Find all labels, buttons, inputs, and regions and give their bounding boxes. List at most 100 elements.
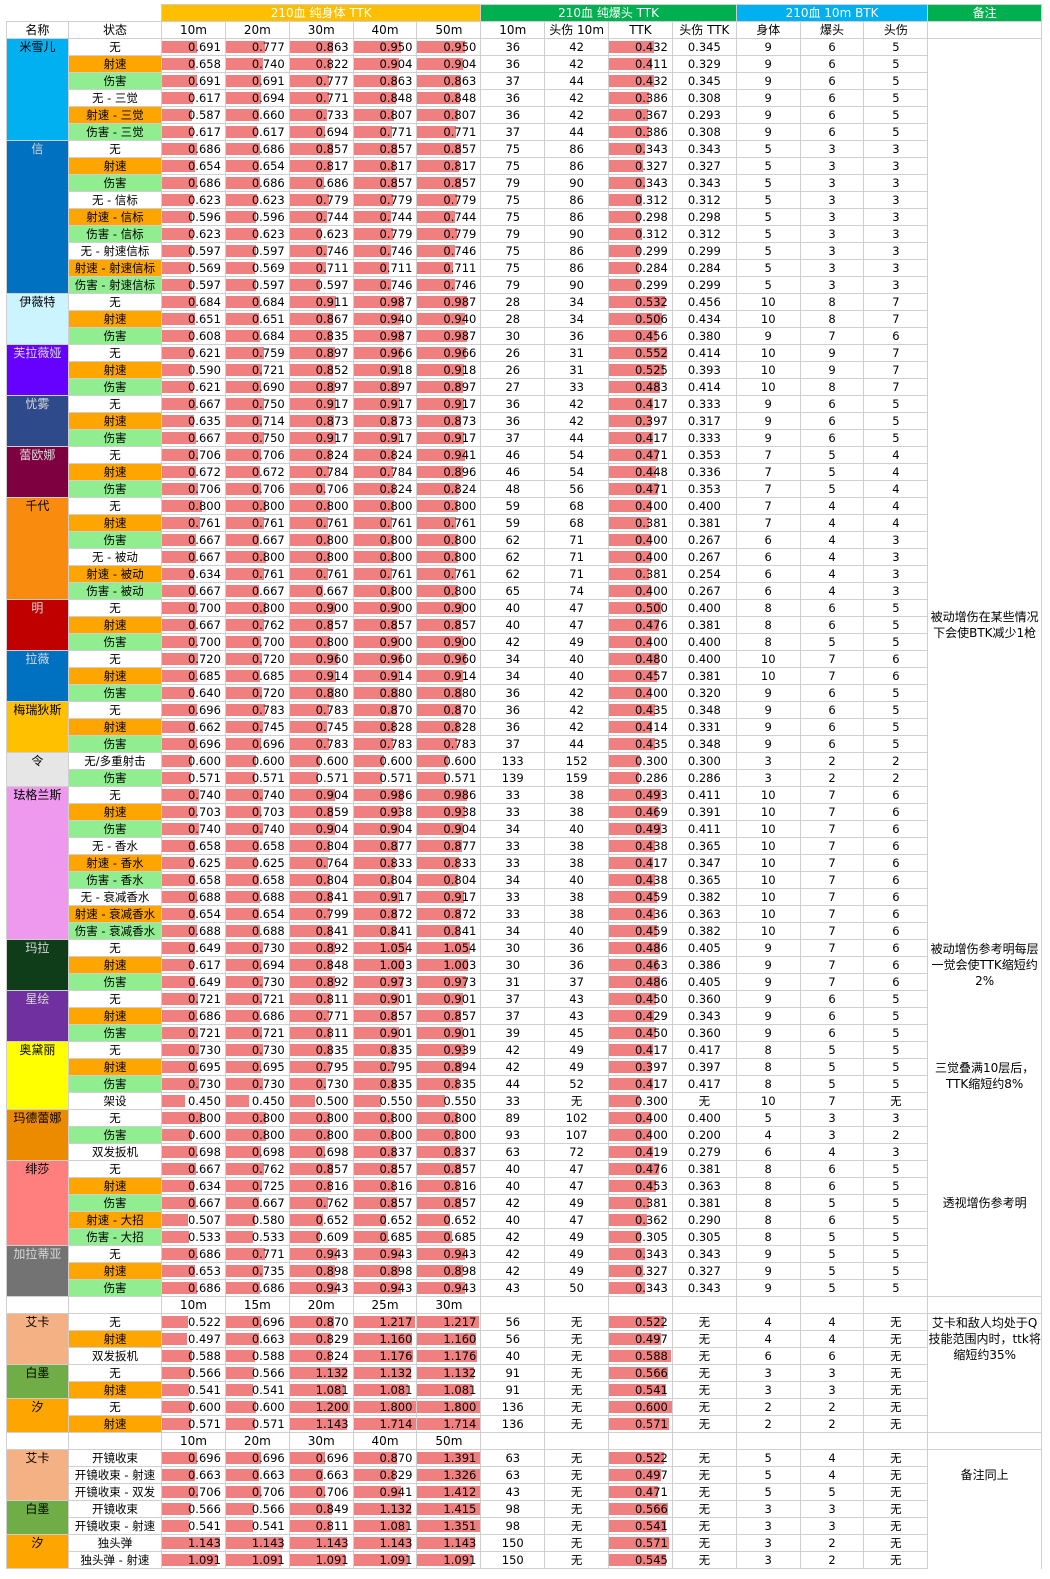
table-row: 开镜收束 - 射速 0.663 0.663 0.663 0.829 1.326 63 无 0.4…	[7, 1466, 1042, 1484]
ttk-cell: 0.522	[608, 1313, 673, 1331]
ttk-value: 0.800	[251, 499, 285, 513]
ttk-cell: 0.635	[161, 412, 226, 430]
table-row: 独头弹 - 射速 1.091 1.091 1.091 1.091 1.091 150 无 0.5…	[7, 1551, 1042, 1569]
ttk-cell: 0.662	[161, 718, 226, 736]
ttk-value: 0.877	[443, 839, 477, 853]
value-cell: 9	[735, 106, 801, 124]
value-cell: 89	[480, 1109, 546, 1127]
ttk-cell: 0.386	[608, 123, 673, 141]
ttk-cell: 0.829	[288, 1330, 354, 1348]
ttk-cell: 0.698	[224, 1143, 290, 1161]
ttk-cell: 1.714	[352, 1415, 418, 1433]
ttk-cell: 1.176	[352, 1347, 418, 1365]
value-cell: 75	[480, 191, 546, 209]
ttk-value: 0.863	[379, 74, 413, 88]
ttk-cell: 0.617	[161, 89, 226, 107]
ttk-bar	[354, 789, 404, 801]
ttk-value: 1.176	[443, 1349, 477, 1363]
ttk-value: 0.667	[187, 431, 221, 445]
ttk-cell: 0.533	[161, 1228, 226, 1246]
ttk-value: 0.684	[251, 295, 285, 309]
table-row: 开镜收束 - 双发 0.706 0.706 0.706 0.941 1.412 43 无 0.4…	[7, 1483, 1042, 1501]
note-cell	[927, 38, 1042, 141]
sub-header-range: 25m	[352, 1296, 418, 1314]
value-cell: 0.417	[671, 1041, 737, 1059]
ttk-cell: 0.541	[161, 1517, 226, 1535]
ttk-value: 0.849	[315, 1502, 349, 1516]
ttk-value: 0.800	[315, 499, 349, 513]
ttk-cell: 0.720	[224, 650, 290, 668]
ttk-cell: 0.824	[352, 446, 418, 464]
ttk-bar	[417, 1503, 480, 1515]
ttk-value: 0.746	[443, 278, 477, 292]
ttk-bar	[226, 823, 264, 835]
ttk-cell: 0.764	[288, 854, 354, 872]
ttk-value: 0.816	[379, 1179, 413, 1193]
value-cell: 2	[863, 1126, 929, 1144]
ttk-bar	[354, 857, 396, 869]
ttk-cell: 0.691	[161, 38, 226, 56]
value-cell: 3	[799, 1500, 865, 1518]
value-cell: 33	[544, 378, 610, 396]
ttk-bar	[354, 211, 391, 223]
ttk-value: 0.651	[187, 312, 221, 326]
value-cell: 4	[735, 1126, 801, 1144]
value-cell: 5	[863, 1041, 929, 1059]
value-cell: 38	[544, 837, 610, 855]
ttk-bar	[609, 738, 655, 750]
ttk-value: 0.429	[634, 1009, 668, 1023]
ttk-cell: 0.870	[352, 701, 418, 719]
ttk-value: 0.730	[251, 1043, 285, 1057]
ttk-cell: 0.941	[352, 1483, 418, 1501]
ttk-value: 0.571	[443, 771, 477, 785]
ttk-value: 0.779	[315, 193, 349, 207]
ttk-cell: 0.414	[608, 718, 673, 736]
value-cell: 37	[480, 1007, 546, 1025]
ttk-bar	[162, 1129, 193, 1141]
value-cell: 0.329	[671, 55, 737, 73]
ttk-value: 0.386	[634, 91, 668, 105]
value-cell: 9	[735, 38, 801, 56]
ttk-cell: 0.857	[416, 1194, 482, 1212]
table-row: 射速 - 大招 0.507 0.580 0.652 0.652 0.652 40 47 0.36…	[7, 1211, 1042, 1229]
ttk-cell: 1.143	[288, 1534, 354, 1552]
ttk-value: 0.453	[634, 1179, 668, 1193]
ttk-cell: 0.686	[224, 1007, 290, 1025]
ttk-cell: 0.419	[608, 1143, 673, 1161]
ttk-cell: 0.779	[416, 225, 482, 243]
ttk-value: 0.600	[634, 1400, 668, 1414]
ttk-cell: 0.480	[608, 650, 673, 668]
ttk-bar	[162, 789, 200, 801]
ttk-value: 0.552	[634, 346, 668, 360]
value-cell: 8	[735, 1177, 801, 1195]
status-cell: 射速	[67, 1330, 163, 1348]
ttk-bar	[417, 279, 455, 291]
value-cell: 40	[544, 922, 610, 940]
note-cell: 备注同上	[927, 1449, 1042, 1501]
ttk-cell: 0.914	[416, 667, 482, 685]
ttk-value: 0.750	[251, 397, 285, 411]
ttk-value: 0.857	[379, 1196, 413, 1210]
ttk-value: 0.698	[187, 1145, 221, 1159]
ttk-cell: 0.690	[224, 378, 290, 396]
ttk-bar	[226, 160, 259, 172]
ttk-bar	[609, 636, 651, 648]
value-cell: 47	[544, 616, 610, 634]
ttk-bar	[417, 1112, 458, 1124]
value-cell: 56	[544, 480, 610, 498]
ttk-cell: 0.897	[352, 378, 418, 396]
ttk-value: 0.649	[187, 941, 221, 955]
ttk-cell: 0.917	[352, 888, 418, 906]
value-cell: 5	[863, 735, 929, 753]
ttk-bar	[609, 925, 658, 937]
value-cell: 无	[544, 1517, 610, 1535]
ttk-bar	[226, 330, 261, 342]
ttk-bar	[354, 1367, 411, 1379]
ttk-value: 0.761	[379, 567, 413, 581]
ttk-bar	[226, 568, 265, 580]
ttk-bar	[226, 347, 265, 359]
ttk-bar	[417, 670, 464, 682]
value-cell: 0.343	[671, 1245, 737, 1263]
ttk-cell: 0.571	[608, 1415, 673, 1433]
value-cell: 86	[544, 259, 610, 277]
